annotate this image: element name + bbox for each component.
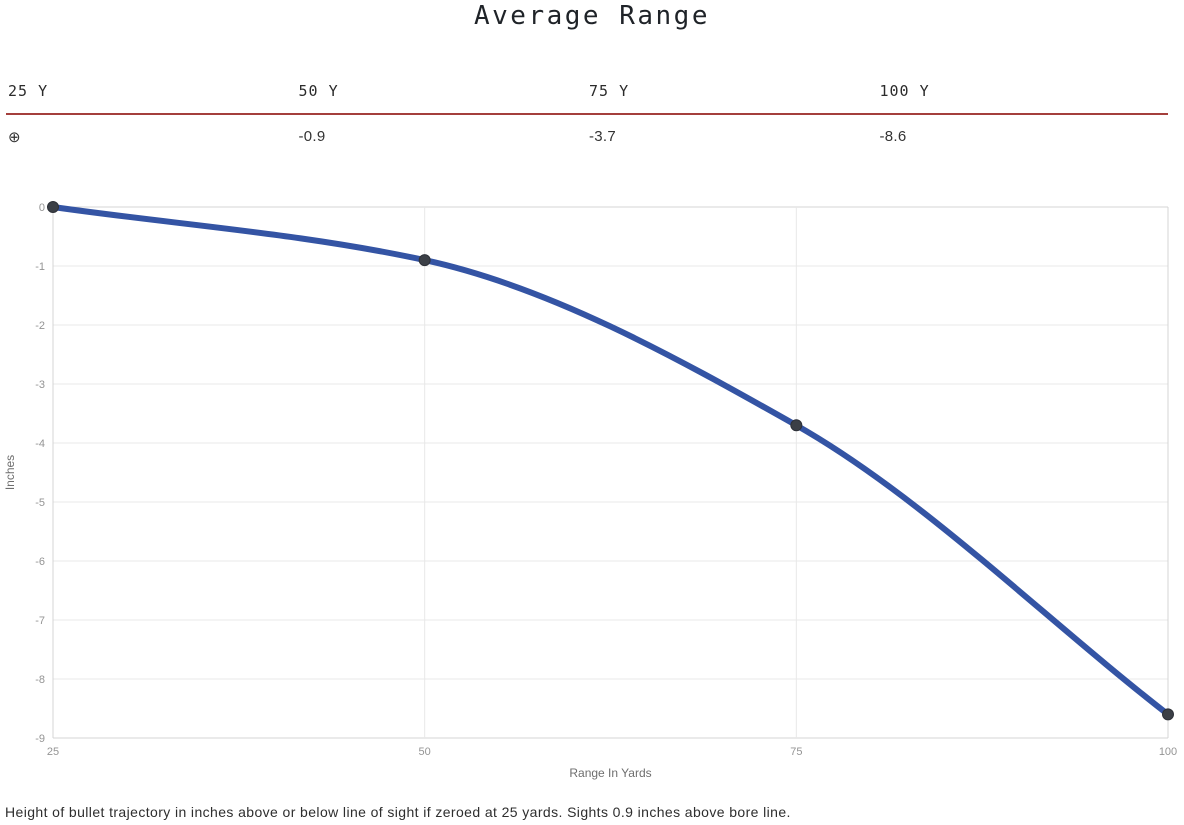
range-table-value-row: ⊕ -0.9 -3.7 -8.6 xyxy=(6,115,1168,146)
zero-point-icon: ⊕ xyxy=(8,129,21,146)
y-tick-label: -6 xyxy=(35,556,45,568)
x-axis-title: Range In Yards xyxy=(569,766,651,780)
data-point[interactable] xyxy=(47,201,59,213)
x-tick-label: 100 xyxy=(1159,746,1177,758)
range-header-75y: 75 Y xyxy=(589,82,630,100)
drop-value-50y: -0.9 xyxy=(298,128,326,145)
x-tick-label: 25 xyxy=(47,746,59,758)
y-axis-title: Inches xyxy=(3,455,17,490)
trajectory-line xyxy=(50,204,1171,718)
drop-value-100y: -8.6 xyxy=(879,128,907,145)
data-point[interactable] xyxy=(1162,708,1174,721)
x-tick-label: 75 xyxy=(790,746,802,758)
chart-canvas: 0 -1 -2 -3 -4 -5 -6 -7 -8 -925 50 75 100 Inches Range … xyxy=(3,201,1177,780)
data-point[interactable] xyxy=(790,419,803,432)
page-title: Average Range xyxy=(474,1,710,31)
range-table: 25 Y 50 Y 75 Y 100 Y ⊕ -0.9 -3.7 -8.6 xyxy=(6,82,1168,146)
drop-value-75y: -3.7 xyxy=(589,128,617,145)
range-header-100y: 100 Y xyxy=(879,82,930,100)
y-tick-label: -9 xyxy=(35,733,45,745)
data-point[interactable] xyxy=(418,254,431,267)
y-tick-label: -7 xyxy=(35,615,45,627)
y-tick-label: -4 xyxy=(35,438,45,450)
y-tick-label: -1 xyxy=(35,261,45,273)
chart-footnote: Height of bullet trajectory in inches ab… xyxy=(5,804,791,820)
y-tick-label: -8 xyxy=(35,674,45,686)
y-tick-label: -5 xyxy=(35,497,45,509)
range-header-50y: 50 Y xyxy=(298,82,339,100)
trajectory-chart: 0 -1 -2 -3 -4 -5 -6 -7 -8 -9 25 50 75 100 Inches Range … xyxy=(0,190,1184,800)
y-tick-label: -3 xyxy=(35,379,45,391)
y-tick-label: -2 xyxy=(35,320,45,332)
y-tick-label: 0 xyxy=(39,202,45,214)
range-header-25y: 25 Y xyxy=(8,82,49,100)
x-tick-label: 50 xyxy=(419,746,431,758)
range-table-header-row: 25 Y 50 Y 75 Y 100 Y xyxy=(6,82,1168,115)
